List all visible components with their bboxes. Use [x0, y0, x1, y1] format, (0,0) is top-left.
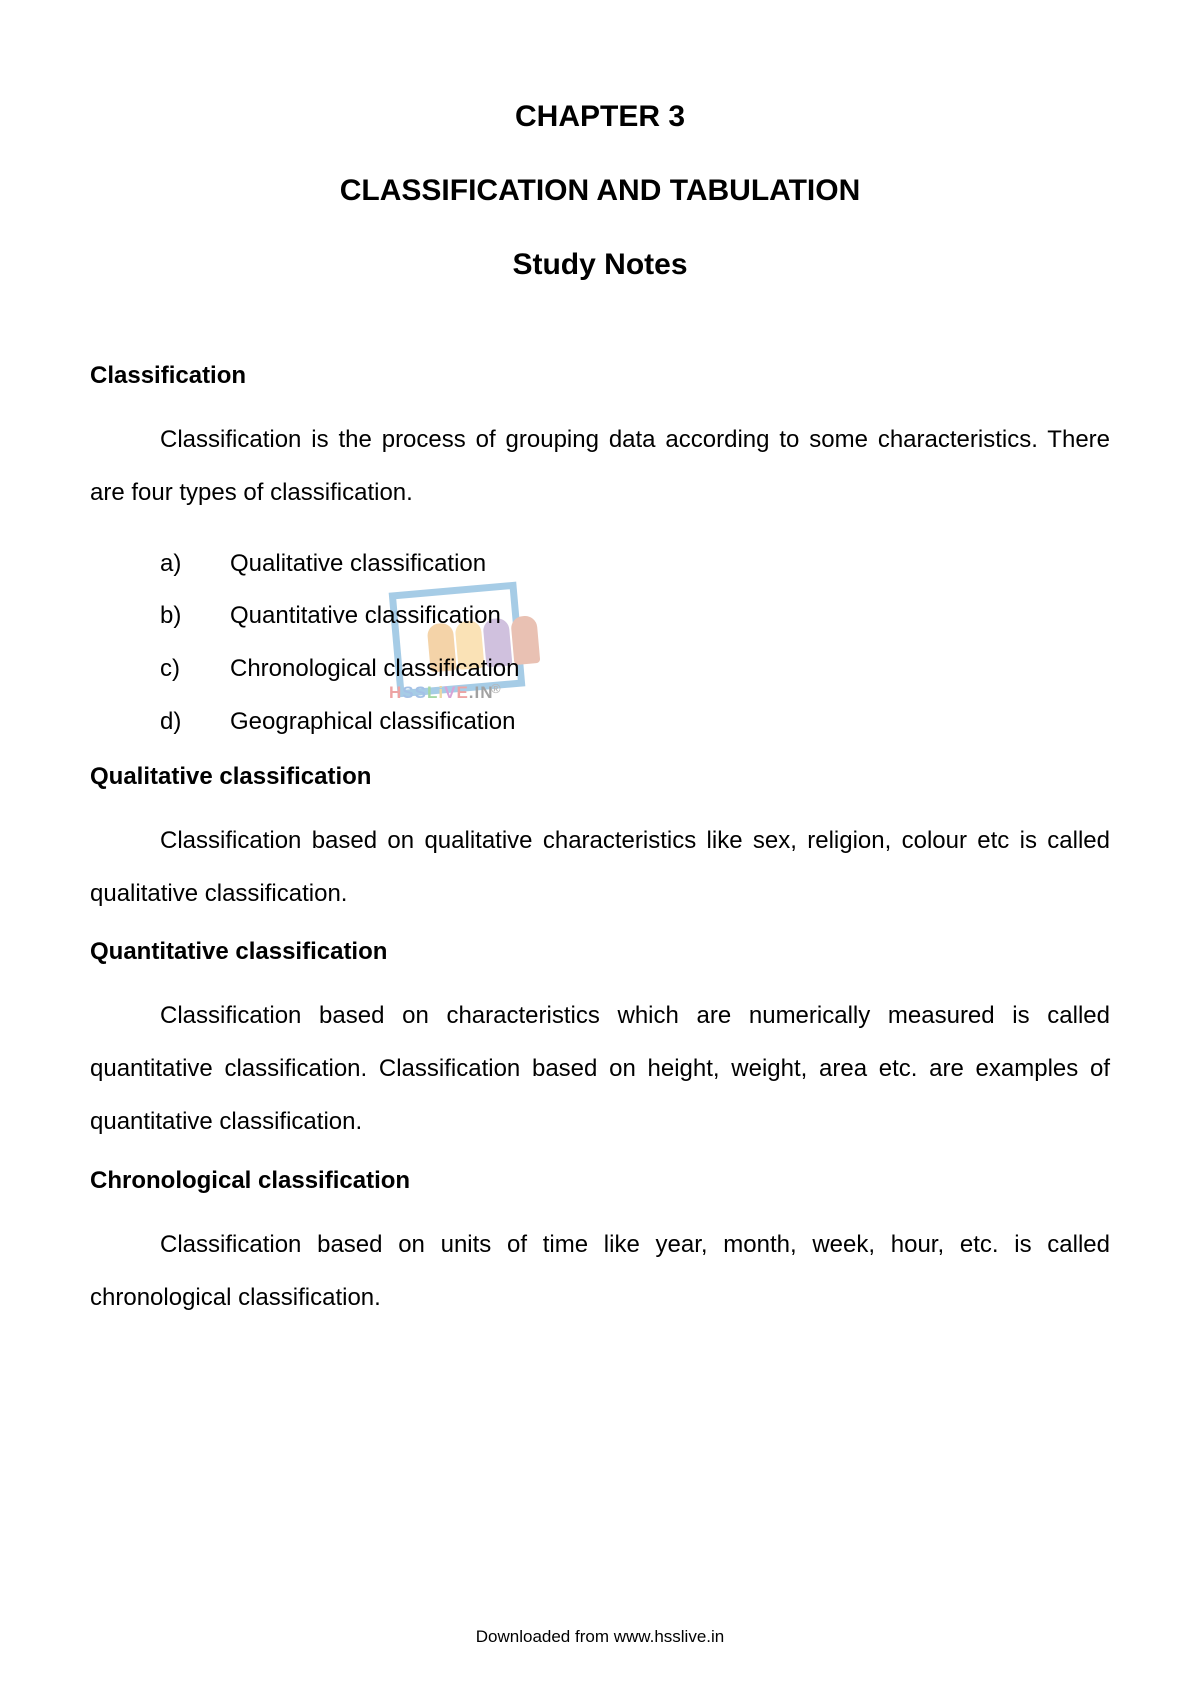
- body-text: Classification based on qualitative char…: [90, 815, 1110, 921]
- list-marker: d): [160, 696, 230, 749]
- list-marker: a): [160, 538, 230, 591]
- list-text: Quantitative classification: [230, 590, 501, 643]
- list-item: d) Geographical classification: [160, 696, 1110, 749]
- body-text: Classification based on characteristics …: [90, 990, 1110, 1148]
- page-footer: Downloaded from www.hsslive.in: [0, 1627, 1200, 1647]
- list-marker: c): [160, 643, 230, 696]
- classification-list: a) Qualitative classification b) Quantit…: [160, 538, 1110, 749]
- body-text: Classification is the process of groupin…: [90, 414, 1110, 520]
- list-text: Geographical classification: [230, 696, 515, 749]
- chapter-title: CLASSIFICATION AND TABULATION: [90, 174, 1110, 208]
- list-item: c) Chronological classification: [160, 643, 1110, 696]
- chapter-number: CHAPTER 3: [90, 100, 1110, 134]
- page-content: CHAPTER 3 CLASSIFICATION AND TABULATION …: [90, 100, 1110, 1324]
- section-heading-classification: Classification: [90, 362, 1110, 390]
- body-text: Classification based on units of time li…: [90, 1219, 1110, 1325]
- section-heading-quantitative: Quantitative classification: [90, 938, 1110, 966]
- list-item: b) Quantitative classification: [160, 590, 1110, 643]
- section-heading-qualitative: Qualitative classification: [90, 763, 1110, 791]
- section-heading-chronological: Chronological classification: [90, 1167, 1110, 1195]
- list-marker: b): [160, 590, 230, 643]
- list-text: Chronological classification: [230, 643, 519, 696]
- list-text: Qualitative classification: [230, 538, 486, 591]
- list-item: a) Qualitative classification: [160, 538, 1110, 591]
- subtitle: Study Notes: [90, 248, 1110, 282]
